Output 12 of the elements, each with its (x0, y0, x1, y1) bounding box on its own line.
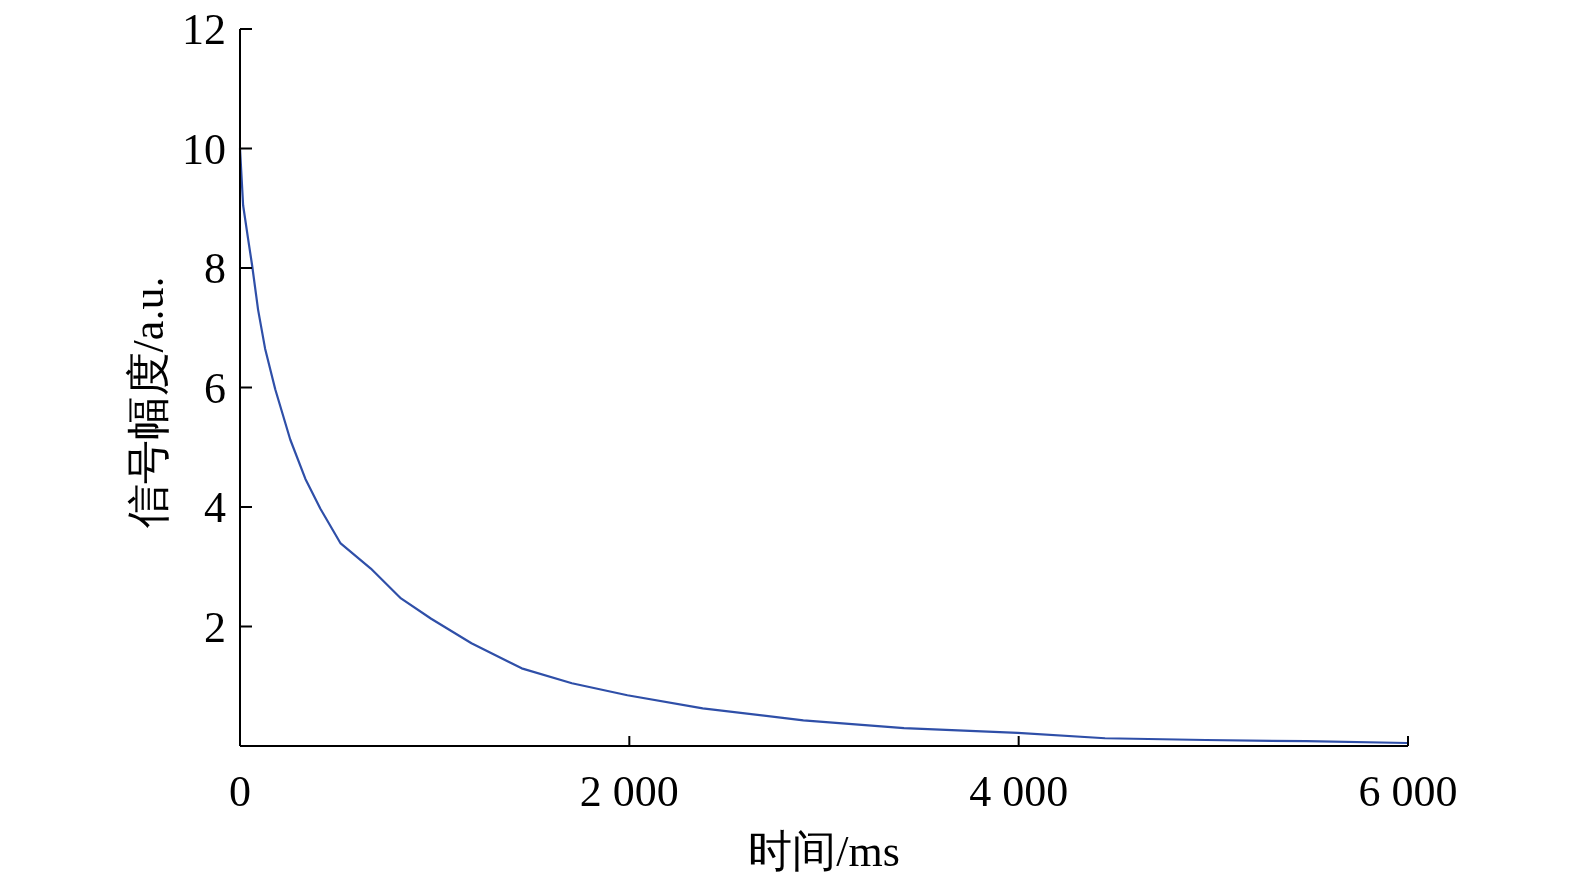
x-tick-label: 6 000 (1358, 767, 1458, 816)
y-tick-label: 6 (204, 363, 226, 413)
y-axis-title: 信号幅度/a.u. (124, 276, 173, 529)
x-tick-label: 2 000 (579, 767, 679, 816)
y-tick-label: 12 (182, 5, 226, 54)
y-tick-label: 10 (182, 124, 226, 174)
y-tick-label: 8 (204, 244, 226, 293)
x-tick-label: 4 000 (969, 767, 1069, 816)
y-tick-label: 4 (204, 483, 226, 532)
x-axis-title: 时间/ms (748, 827, 900, 876)
y-tick-label: 2 (204, 602, 226, 652)
x-tick-label: 0 (229, 767, 251, 816)
